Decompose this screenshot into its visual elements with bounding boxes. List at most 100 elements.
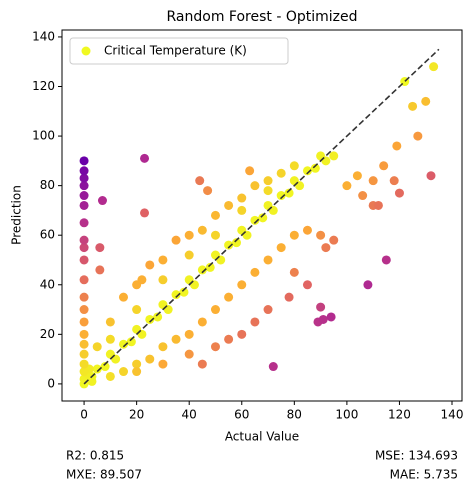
x-tick-label: 100: [335, 408, 358, 422]
point: [145, 314, 155, 324]
y-tick-label: 100: [32, 129, 55, 143]
point: [171, 290, 181, 300]
point: [79, 191, 89, 201]
point: [318, 314, 328, 324]
legend-label: Critical Temperature (K): [104, 44, 247, 58]
point: [250, 215, 260, 225]
point: [250, 317, 260, 327]
point: [263, 186, 273, 196]
point: [389, 176, 399, 186]
point: [92, 342, 102, 352]
point: [92, 364, 102, 374]
point: [210, 342, 220, 352]
point: [381, 255, 391, 265]
point: [392, 141, 402, 151]
point: [79, 349, 89, 359]
point: [79, 292, 89, 302]
point: [302, 166, 312, 176]
point: [118, 367, 128, 377]
point: [237, 329, 247, 339]
point: [79, 173, 89, 183]
y-tick-label: 40: [40, 277, 55, 291]
y-tick-label: 120: [32, 79, 55, 93]
point: [79, 367, 89, 377]
point: [224, 292, 234, 302]
point: [111, 354, 121, 364]
point: [394, 188, 404, 198]
point: [118, 292, 128, 302]
x-tick-label: 20: [129, 408, 144, 422]
point: [250, 181, 260, 191]
point: [295, 181, 305, 191]
point: [140, 153, 150, 163]
point: [132, 367, 142, 377]
point: [263, 305, 273, 315]
point: [118, 339, 128, 349]
point: [171, 334, 181, 344]
point: [289, 161, 299, 171]
point: [184, 349, 194, 359]
point: [224, 334, 234, 344]
point: [197, 359, 207, 369]
y-axis-label: Prediction: [10, 185, 24, 245]
point: [97, 196, 107, 206]
point: [284, 292, 294, 302]
point: [426, 171, 436, 181]
point: [95, 243, 105, 253]
x-tick-label: 40: [182, 408, 197, 422]
point: [132, 359, 142, 369]
point: [321, 243, 331, 253]
point: [203, 186, 213, 196]
point: [158, 255, 168, 265]
point: [210, 305, 220, 315]
point: [316, 302, 326, 312]
point: [79, 275, 89, 285]
point: [158, 275, 168, 285]
point: [79, 359, 89, 369]
y-tick-label: 60: [40, 228, 55, 242]
point: [79, 218, 89, 228]
point: [263, 176, 273, 186]
point: [171, 235, 181, 245]
point: [329, 151, 339, 161]
point: [276, 191, 286, 201]
point: [145, 354, 155, 364]
point: [79, 156, 89, 166]
point: [250, 267, 260, 277]
point: [184, 250, 194, 260]
point: [195, 176, 205, 186]
point: [224, 240, 234, 250]
point: [153, 312, 163, 322]
point: [205, 262, 215, 272]
point: [329, 235, 339, 245]
chart-title: Random Forest - Optimized: [167, 9, 358, 25]
point: [79, 305, 89, 315]
point: [268, 205, 278, 215]
point: [158, 342, 168, 352]
x-axis-label: Actual Value: [225, 430, 299, 444]
point: [184, 230, 194, 240]
point: [352, 171, 362, 181]
point: [79, 255, 89, 265]
point: [210, 210, 220, 220]
point: [429, 62, 439, 72]
point: [179, 287, 189, 297]
point: [237, 193, 247, 203]
mae-label: MAE: 5.735: [390, 468, 458, 482]
point: [258, 213, 268, 223]
x-tick-label: 80: [287, 408, 302, 422]
point: [79, 181, 89, 191]
point: [237, 205, 247, 215]
plot-frame: [61, 29, 463, 402]
point: [126, 337, 136, 347]
point: [302, 225, 312, 235]
mse-label: MSE: 134.693: [375, 449, 458, 463]
point: [263, 255, 273, 265]
point: [79, 200, 89, 210]
point: [95, 265, 105, 275]
point: [79, 317, 89, 327]
point: [284, 188, 294, 198]
y-tick-label: 80: [40, 178, 55, 192]
point: [321, 156, 331, 166]
